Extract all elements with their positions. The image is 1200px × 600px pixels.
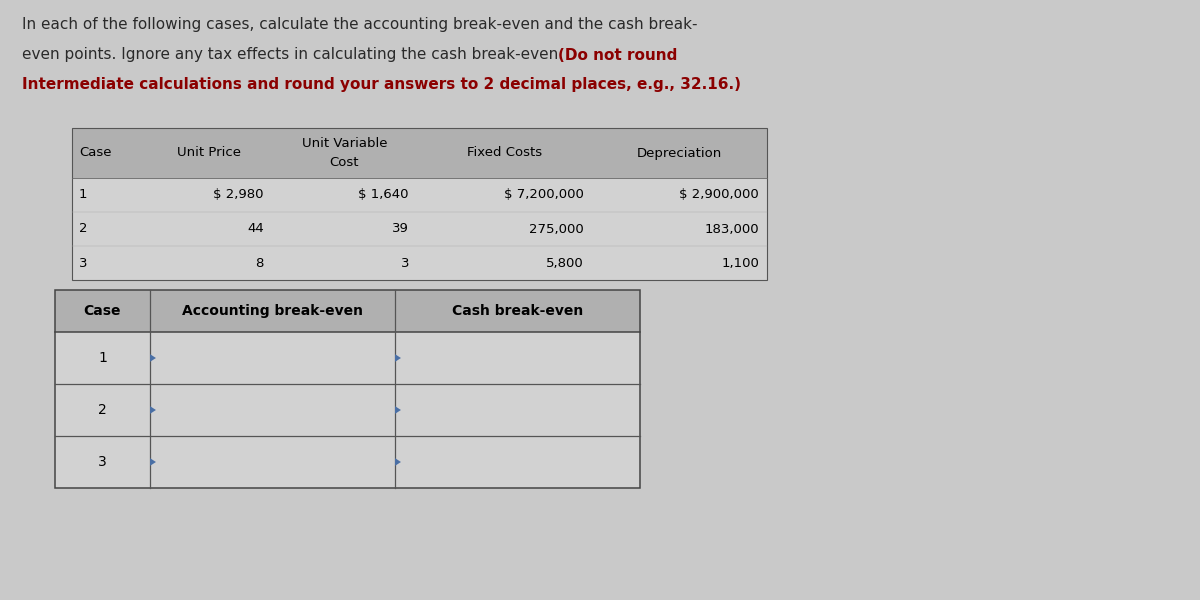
Text: Case: Case (84, 304, 121, 318)
Text: 5,800: 5,800 (546, 257, 584, 269)
Text: Fixed Costs: Fixed Costs (467, 146, 542, 160)
Text: Cash break-even: Cash break-even (452, 304, 583, 318)
Polygon shape (150, 406, 156, 414)
Text: Unit Variable: Unit Variable (301, 137, 388, 149)
Text: Unit Price: Unit Price (178, 146, 241, 160)
Text: even points. Ignore any tax effects in calculating the cash break-even.: even points. Ignore any tax effects in c… (22, 47, 568, 62)
Polygon shape (150, 354, 156, 362)
Text: 39: 39 (392, 223, 409, 235)
Text: $ 1,640: $ 1,640 (359, 188, 409, 202)
Text: 275,000: 275,000 (529, 223, 584, 235)
Text: 1,100: 1,100 (721, 257, 760, 269)
FancyBboxPatch shape (72, 212, 767, 246)
Polygon shape (395, 406, 401, 414)
FancyBboxPatch shape (55, 332, 640, 384)
Text: 3: 3 (98, 455, 107, 469)
Text: 1: 1 (98, 351, 107, 365)
Text: 3: 3 (79, 257, 88, 269)
Text: $ 2,980: $ 2,980 (214, 188, 264, 202)
FancyBboxPatch shape (55, 384, 640, 436)
Polygon shape (395, 458, 401, 466)
Text: 2: 2 (79, 223, 88, 235)
Text: In each of the following cases, calculate the accounting break-even and the cash: In each of the following cases, calculat… (22, 17, 697, 32)
FancyBboxPatch shape (72, 246, 767, 280)
Text: Case: Case (79, 146, 112, 160)
Text: Intermediate calculations and round your answers to 2 decimal places, e.g., 32.1: Intermediate calculations and round your… (22, 77, 742, 92)
Text: Cost: Cost (330, 157, 359, 169)
Text: 1: 1 (79, 188, 88, 202)
Text: Accounting break-even: Accounting break-even (182, 304, 364, 318)
Text: 183,000: 183,000 (704, 223, 760, 235)
Text: $ 7,200,000: $ 7,200,000 (504, 188, 584, 202)
Text: 44: 44 (247, 223, 264, 235)
Text: $ 2,900,000: $ 2,900,000 (679, 188, 760, 202)
FancyBboxPatch shape (55, 290, 640, 332)
Polygon shape (150, 458, 156, 466)
Text: 3: 3 (401, 257, 409, 269)
FancyBboxPatch shape (72, 128, 767, 178)
Text: 2: 2 (98, 403, 107, 417)
Text: 8: 8 (256, 257, 264, 269)
Text: Depreciation: Depreciation (637, 146, 722, 160)
Text: (Do not round: (Do not round (558, 47, 677, 62)
Polygon shape (395, 354, 401, 362)
FancyBboxPatch shape (55, 436, 640, 488)
FancyBboxPatch shape (72, 178, 767, 212)
